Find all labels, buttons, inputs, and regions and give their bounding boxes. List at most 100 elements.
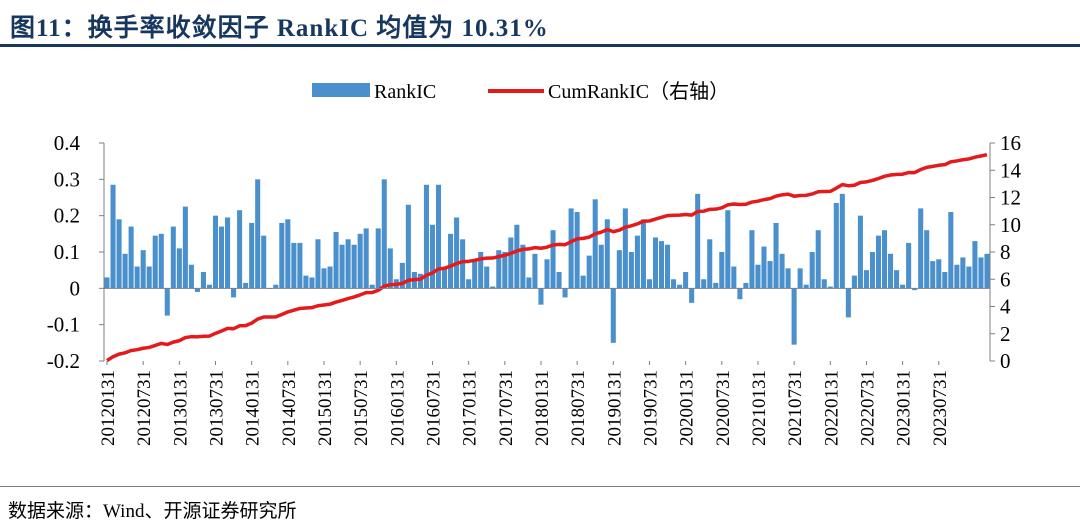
legend-rankic-swatch bbox=[312, 83, 370, 97]
rankic-bar bbox=[918, 208, 924, 289]
rankic-bar bbox=[460, 239, 466, 289]
rankic-bar bbox=[369, 284, 375, 289]
rankic-bar bbox=[333, 232, 339, 289]
rankic-bar bbox=[200, 271, 206, 289]
rankic-bar bbox=[833, 202, 839, 289]
x-tick-label: 20180131 bbox=[532, 370, 553, 446]
rankic-bar bbox=[176, 248, 182, 289]
rankic-bar bbox=[719, 252, 725, 289]
right-tick-label: 0 bbox=[1000, 349, 1011, 373]
rankic-bar bbox=[598, 244, 604, 289]
x-tick-label: 20190131 bbox=[604, 370, 625, 446]
x-tick-label: 20120731 bbox=[134, 370, 155, 446]
rankic-bar bbox=[954, 264, 960, 289]
rankic-bar bbox=[683, 271, 689, 289]
rankic-bar bbox=[863, 270, 869, 289]
legend-cumrankic-label: CumRankIC（右轴） bbox=[548, 80, 729, 103]
rankic-bar bbox=[839, 193, 845, 289]
rankic-bar bbox=[502, 252, 508, 289]
x-tick-label: 20220131 bbox=[821, 370, 842, 446]
x-tick-label: 20160131 bbox=[387, 370, 408, 446]
rankic-bar bbox=[429, 224, 436, 289]
rankic-bar bbox=[435, 184, 442, 289]
rankic-bar bbox=[851, 275, 857, 289]
rankic-bar bbox=[701, 279, 707, 289]
x-tick-label: 20210731 bbox=[785, 370, 806, 446]
x-tick-label: 20120131 bbox=[98, 370, 119, 446]
rankic-bar bbox=[104, 277, 110, 289]
rankic-bar bbox=[219, 226, 225, 289]
rankic-bar bbox=[490, 286, 496, 289]
rankic-bar bbox=[695, 193, 701, 289]
x-tick-label: 20160731 bbox=[423, 370, 444, 446]
rankic-bar bbox=[562, 288, 568, 298]
right-tick-label: 8 bbox=[1000, 240, 1011, 264]
rankic-bar bbox=[966, 266, 972, 289]
left-tick-label: 0.3 bbox=[54, 167, 80, 191]
x-tick-label: 20150731 bbox=[351, 370, 372, 446]
rankic-bar bbox=[803, 284, 809, 289]
rankic-bar bbox=[140, 250, 146, 289]
rankic-bar bbox=[484, 266, 490, 289]
right-tick-label: 4 bbox=[1000, 295, 1011, 319]
legend: RankIC CumRankIC（右轴） bbox=[312, 80, 729, 103]
rankic-bar bbox=[640, 219, 646, 289]
rankic-bar bbox=[875, 235, 882, 289]
rankic-bar bbox=[592, 199, 598, 289]
rankic-bar bbox=[755, 264, 761, 289]
chart-area: RankIC CumRankIC（右轴） -0.2 -0.1 0 0.1 0.2 0.3 0… bbox=[47, 80, 1022, 446]
rankic-bar bbox=[580, 275, 586, 289]
rankic-bar bbox=[405, 204, 411, 289]
rankic-bar bbox=[586, 255, 592, 289]
rankic-bar bbox=[725, 210, 731, 289]
rankic-bar bbox=[743, 282, 749, 289]
legend-rankic-label: RankIC bbox=[374, 81, 436, 103]
rankic-bar bbox=[671, 279, 677, 289]
left-tick-label: 0 bbox=[70, 276, 81, 300]
rankic-bar bbox=[423, 184, 429, 289]
right-tick-label: 2 bbox=[1000, 322, 1011, 346]
rankic-bar bbox=[815, 230, 821, 289]
rankic-bar bbox=[327, 266, 333, 289]
rankic-bar bbox=[363, 228, 369, 289]
rankic-bar bbox=[273, 284, 279, 289]
rankic-bar bbox=[809, 252, 815, 289]
rankic-bar bbox=[797, 268, 803, 289]
rankic-bar bbox=[309, 277, 315, 289]
right-tick-label: 10 bbox=[1000, 213, 1021, 237]
rankic-bar bbox=[791, 288, 797, 345]
x-tick-label: 20140131 bbox=[243, 370, 264, 446]
source-note: 数据来源：Wind、开源证券研究所 bbox=[8, 501, 297, 522]
right-tick-label: 6 bbox=[1000, 267, 1011, 291]
rankic-bar bbox=[508, 237, 514, 289]
right-tick-label: 16 bbox=[1000, 131, 1021, 155]
rankic-bar bbox=[116, 219, 122, 289]
x-tick-label: 20140731 bbox=[279, 370, 300, 446]
rankic-bar bbox=[634, 235, 640, 289]
rankic-bar bbox=[827, 286, 833, 289]
rankic-bar bbox=[134, 266, 140, 289]
rankic-bar bbox=[888, 253, 894, 289]
rankic-bar bbox=[315, 239, 321, 289]
rankic-bar bbox=[984, 253, 990, 289]
x-tick-label: 20130731 bbox=[207, 370, 228, 446]
x-tick-label: 20210131 bbox=[749, 370, 770, 446]
rankic-bar bbox=[188, 264, 194, 289]
rankic-bar bbox=[646, 279, 652, 289]
x-tick-label: 20180731 bbox=[568, 370, 589, 446]
left-tick-label: -0.1 bbox=[47, 313, 80, 337]
rankic-bar bbox=[387, 248, 393, 289]
rankic-bar bbox=[478, 252, 484, 289]
rankic-bar bbox=[761, 246, 767, 289]
rankic-bar bbox=[689, 288, 695, 303]
rankic-bar bbox=[906, 242, 912, 289]
rankic-bar bbox=[821, 279, 827, 289]
rankic-bar bbox=[339, 244, 345, 289]
chart-title: 图11：换手率收敛因子 RankIC 均值为 10.31% bbox=[10, 15, 549, 42]
rankic-bar bbox=[610, 288, 616, 343]
rankic-bar bbox=[345, 239, 351, 289]
left-tick-label: 0.2 bbox=[54, 204, 80, 228]
footer-divider bbox=[0, 486, 1080, 487]
rankic-bar bbox=[291, 242, 297, 289]
rankic-bar bbox=[164, 288, 170, 316]
